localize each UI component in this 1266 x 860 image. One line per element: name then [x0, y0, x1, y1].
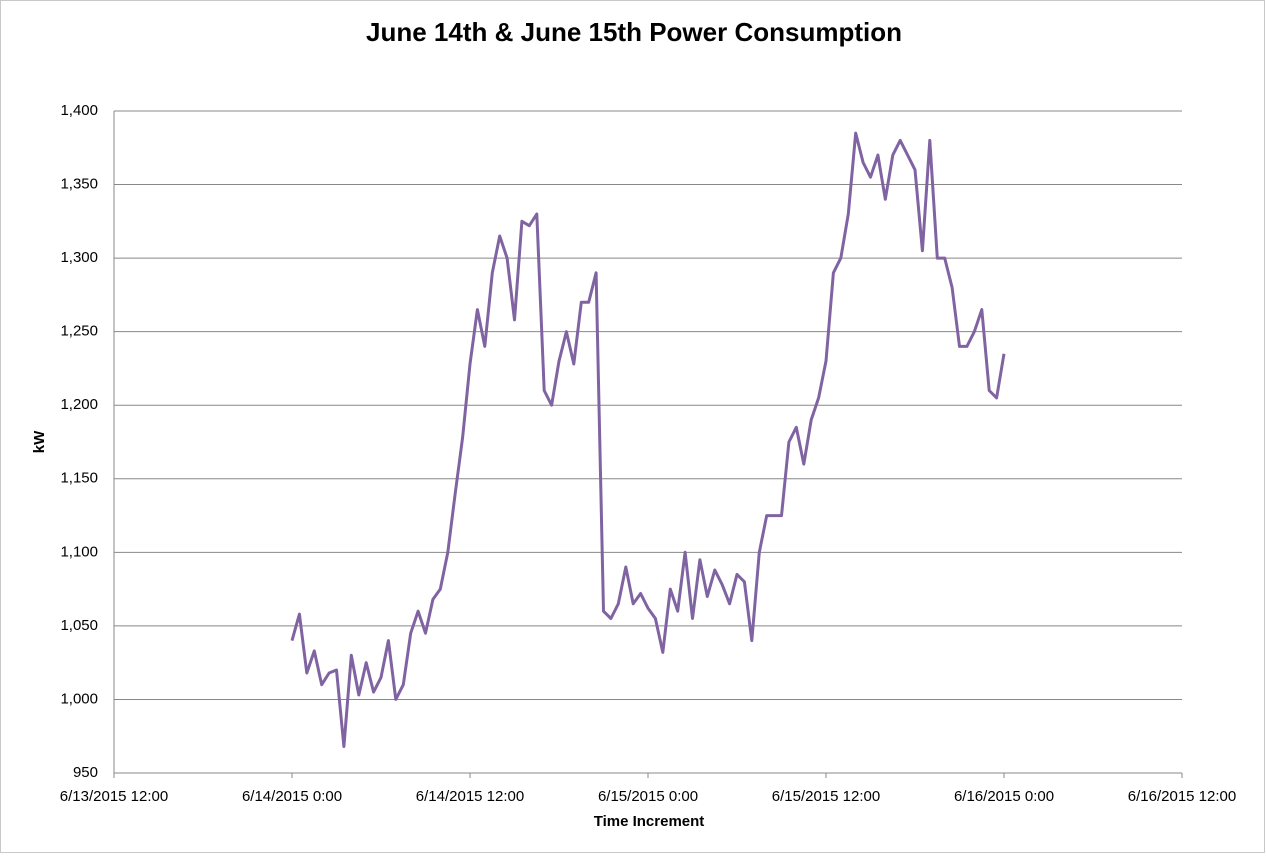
y-axis-label: kW — [31, 430, 48, 453]
chart-title: June 14th & June 15th Power Consumption — [366, 17, 902, 47]
y-tick-label: 1,350 — [60, 176, 98, 193]
x-tick-label: 6/13/2015 12:00 — [60, 788, 168, 805]
y-tick-label: 1,100 — [60, 543, 98, 560]
y-tick-label: 1,050 — [60, 617, 98, 634]
y-tick-label: 1,300 — [60, 249, 98, 266]
y-tick-label: 950 — [73, 764, 98, 781]
y-tick-label: 1,400 — [60, 102, 98, 119]
x-tick-label: 6/14/2015 12:00 — [416, 788, 524, 805]
x-tick-label: 6/16/2015 12:00 — [1128, 788, 1236, 805]
x-tick-label: 6/14/2015 0:00 — [242, 788, 342, 805]
y-tick-label: 1,250 — [60, 323, 98, 340]
x-tick-label: 6/15/2015 12:00 — [772, 788, 880, 805]
series-line — [290, 131, 1006, 748]
x-tick-label: 6/15/2015 0:00 — [598, 788, 698, 805]
x-tick-label: 6/16/2015 0:00 — [954, 788, 1054, 805]
y-tick-label: 1,200 — [60, 396, 98, 413]
y-tick-label: 1,150 — [60, 470, 98, 487]
y-tick-label: 1,000 — [60, 690, 98, 707]
x-axis-label: Time Increment — [594, 813, 705, 830]
